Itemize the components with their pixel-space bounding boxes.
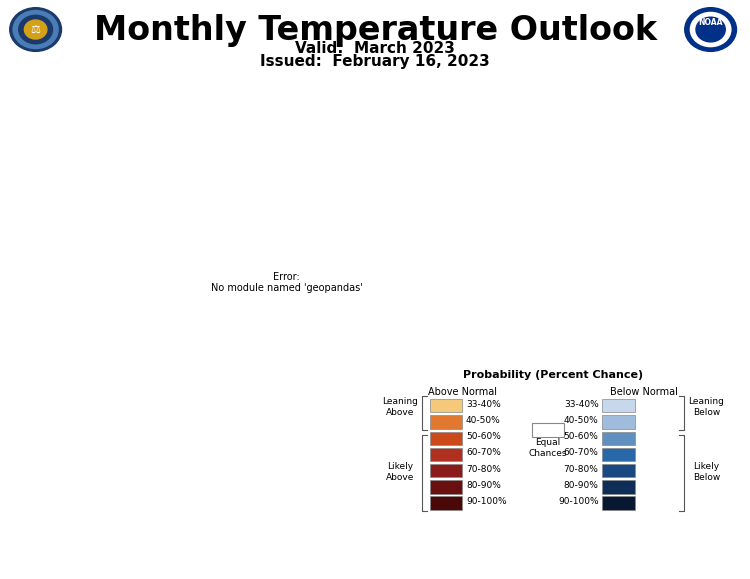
FancyBboxPatch shape — [430, 464, 462, 477]
Text: Below Normal: Below Normal — [610, 387, 678, 397]
Text: 90-100%: 90-100% — [466, 497, 507, 506]
Text: 60-70%: 60-70% — [466, 448, 501, 457]
Text: 50-60%: 50-60% — [466, 432, 501, 441]
Text: 60-70%: 60-70% — [564, 448, 598, 457]
FancyBboxPatch shape — [602, 415, 634, 428]
Text: 40-50%: 40-50% — [466, 416, 501, 425]
Text: Equal
Chances: Equal Chances — [529, 438, 568, 458]
FancyBboxPatch shape — [430, 399, 462, 412]
FancyBboxPatch shape — [602, 480, 634, 493]
Text: Leaning
Below: Leaning Below — [688, 397, 724, 417]
FancyBboxPatch shape — [602, 399, 634, 412]
Circle shape — [696, 17, 725, 42]
Text: 50-60%: 50-60% — [564, 432, 598, 441]
Text: Error:
No module named 'geopandas': Error: No module named 'geopandas' — [211, 272, 363, 293]
Text: 80-90%: 80-90% — [466, 481, 501, 490]
Text: Probability (Percent Chance): Probability (Percent Chance) — [463, 370, 644, 380]
Circle shape — [24, 20, 46, 39]
Text: Above Normal: Above Normal — [427, 387, 496, 397]
Circle shape — [10, 8, 62, 52]
Text: 70-80%: 70-80% — [466, 465, 501, 474]
Text: 33-40%: 33-40% — [564, 400, 598, 409]
Circle shape — [690, 12, 730, 47]
Text: Valid:  March 2023: Valid: March 2023 — [295, 41, 455, 56]
Text: Likely
Above: Likely Above — [386, 462, 414, 482]
Text: Likely
Below: Likely Below — [693, 462, 720, 482]
Circle shape — [685, 8, 736, 52]
Circle shape — [19, 15, 53, 44]
Text: Leaning
Above: Leaning Above — [382, 397, 418, 417]
FancyBboxPatch shape — [430, 480, 462, 493]
Text: Monthly Temperature Outlook: Monthly Temperature Outlook — [94, 14, 656, 47]
FancyBboxPatch shape — [430, 431, 462, 445]
FancyBboxPatch shape — [602, 431, 634, 445]
FancyBboxPatch shape — [430, 496, 462, 510]
Text: 33-40%: 33-40% — [466, 400, 501, 409]
Text: 40-50%: 40-50% — [564, 416, 598, 425]
FancyBboxPatch shape — [430, 448, 462, 461]
Text: Issued:  February 16, 2023: Issued: February 16, 2023 — [260, 54, 490, 69]
Text: 90-100%: 90-100% — [558, 497, 598, 506]
FancyBboxPatch shape — [430, 415, 462, 428]
FancyBboxPatch shape — [532, 423, 565, 437]
Circle shape — [13, 10, 58, 49]
Text: ⚖: ⚖ — [31, 24, 40, 35]
Text: NOAA: NOAA — [698, 18, 723, 27]
FancyBboxPatch shape — [602, 464, 634, 477]
Text: 80-90%: 80-90% — [564, 481, 598, 490]
Text: 70-80%: 70-80% — [564, 465, 598, 474]
FancyBboxPatch shape — [602, 496, 634, 510]
FancyBboxPatch shape — [602, 448, 634, 461]
